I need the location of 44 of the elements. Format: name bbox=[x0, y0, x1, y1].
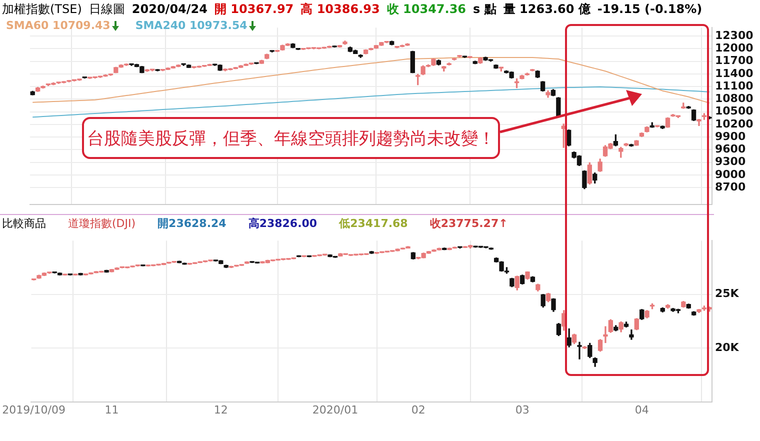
y-tick-label: 11700 bbox=[715, 54, 754, 68]
x-tick-label: 03 bbox=[515, 403, 530, 416]
x-tick-label: 11 bbox=[104, 403, 119, 416]
y-tick-label: 11400 bbox=[715, 66, 754, 80]
y-tick-label: 8700 bbox=[715, 180, 746, 194]
x-tick-label: 2020/01 bbox=[312, 403, 358, 416]
y-tick-label: 9900 bbox=[715, 130, 746, 143]
text: 低23417.68 bbox=[339, 216, 408, 230]
text: 比較商品 bbox=[2, 216, 46, 230]
y-tick-label: 12000 bbox=[715, 42, 754, 55]
text: -19.15 (-0.18%) bbox=[597, 2, 702, 16]
text: 高23826.00 bbox=[248, 216, 318, 230]
text: 開23628.24 bbox=[158, 216, 226, 230]
text: 高 10386.93 bbox=[300, 0, 380, 18]
annotation: 10709.43 bbox=[52, 19, 110, 32]
chart-title: 加權指數(TSE) bbox=[2, 0, 82, 18]
text: 2020/04/24 bbox=[132, 2, 208, 16]
text: 收 10347.36 bbox=[386, 0, 466, 18]
y-tick-label: 10800 bbox=[715, 92, 754, 106]
y-tick-label: 9600 bbox=[715, 142, 746, 156]
x-tick-label: 12 bbox=[214, 403, 228, 416]
y-tick-label: 10200 bbox=[715, 117, 754, 130]
y-tick-label: 25K bbox=[715, 287, 740, 300]
chart-title: 道瓊指數(DJI) bbox=[68, 216, 136, 230]
annotation: 台股隨美股反彈，但季、年線空頭排列趨勢尚未改變！ bbox=[82, 117, 500, 159]
text: 日線圖 bbox=[88, 0, 125, 18]
y-tick-label: 9300 bbox=[715, 155, 746, 168]
text: SMA60 bbox=[6, 19, 49, 32]
text: s 點 bbox=[473, 0, 496, 18]
text: 收23775.27↑ bbox=[430, 216, 508, 230]
x-tick-label: 02 bbox=[411, 403, 426, 416]
y-tick-label: 20K bbox=[715, 340, 740, 354]
text: 開 10367.97 bbox=[214, 0, 294, 18]
annotation: 10973.54 bbox=[190, 19, 248, 32]
y-tick-label: 12300 bbox=[715, 28, 754, 42]
text: SMA240 bbox=[135, 19, 186, 32]
x-tick-label: 2019/10/09 bbox=[2, 403, 66, 416]
y-tick-label: 11100 bbox=[715, 79, 754, 92]
y-tick-label: 9000 bbox=[715, 168, 746, 181]
candlestick bbox=[603, 326, 608, 344]
text: 量 1263.60 億 bbox=[503, 0, 590, 18]
candlestick bbox=[577, 342, 582, 360]
y-tick-label: 10500 bbox=[715, 104, 754, 118]
x-tick-label: 04 bbox=[634, 403, 649, 416]
